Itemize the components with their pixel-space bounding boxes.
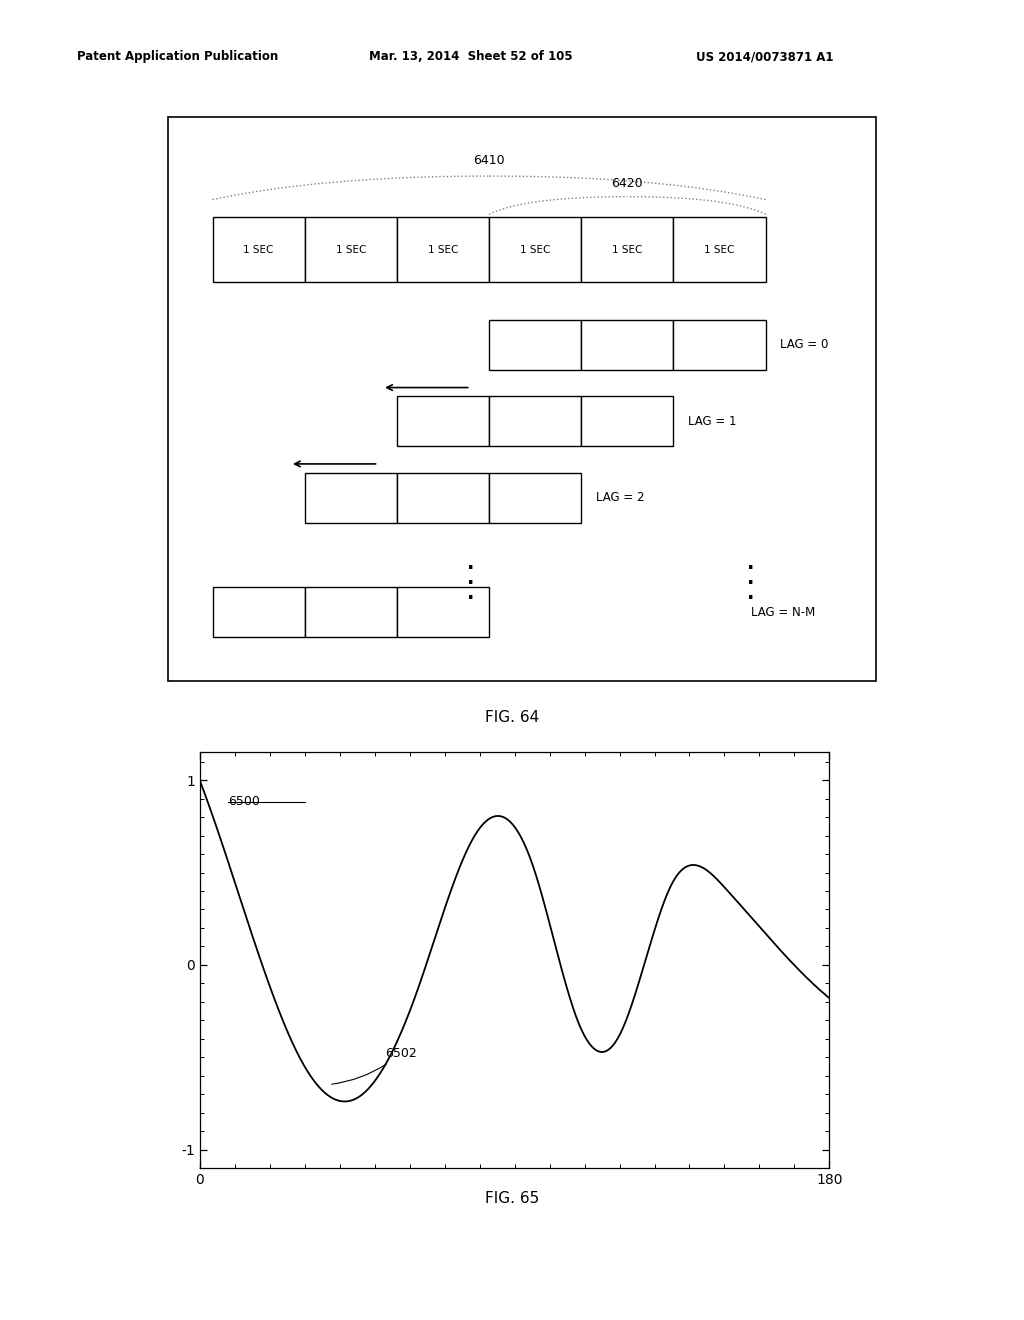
Text: 1 SEC: 1 SEC [244,244,273,255]
Bar [582,218,674,282]
Bar [213,218,305,282]
Bar [305,587,397,638]
Bar [305,218,397,282]
Text: .: . [467,554,474,573]
Text: 1 SEC: 1 SEC [428,244,458,255]
Text: LAG = N-M: LAG = N-M [751,606,815,619]
Text: 1 SEC: 1 SEC [336,244,366,255]
Bar [582,319,674,370]
Text: .: . [467,569,474,587]
Text: LAG = 0: LAG = 0 [780,338,828,351]
Text: .: . [748,569,755,587]
Bar [489,218,582,282]
Text: 6500: 6500 [227,795,259,808]
Bar [489,396,582,446]
Bar [397,473,489,523]
Text: FIG. 65: FIG. 65 [485,1191,539,1205]
Bar [674,218,766,282]
Text: 6410: 6410 [473,154,505,168]
Bar [305,473,397,523]
Text: Patent Application Publication: Patent Application Publication [77,50,279,63]
Bar [674,319,766,370]
Bar [489,319,582,370]
Text: US 2014/0073871 A1: US 2014/0073871 A1 [696,50,834,63]
Text: 1 SEC: 1 SEC [612,244,642,255]
Text: FIG. 64: FIG. 64 [485,710,539,725]
Text: Mar. 13, 2014  Sheet 52 of 105: Mar. 13, 2014 Sheet 52 of 105 [369,50,572,63]
Bar [582,396,674,446]
Text: LAG = 2: LAG = 2 [596,491,644,504]
Bar [397,587,489,638]
Bar [397,218,489,282]
Text: .: . [748,554,755,573]
Text: 1 SEC: 1 SEC [705,244,734,255]
Text: LAG = 1: LAG = 1 [688,414,736,428]
Bar [213,587,305,638]
Text: 6502: 6502 [332,1047,417,1084]
Text: .: . [748,583,755,603]
Text: .: . [467,583,474,603]
Text: 1 SEC: 1 SEC [520,244,550,255]
Bar [397,396,489,446]
Text: 6420: 6420 [611,177,643,190]
Bar [489,473,582,523]
